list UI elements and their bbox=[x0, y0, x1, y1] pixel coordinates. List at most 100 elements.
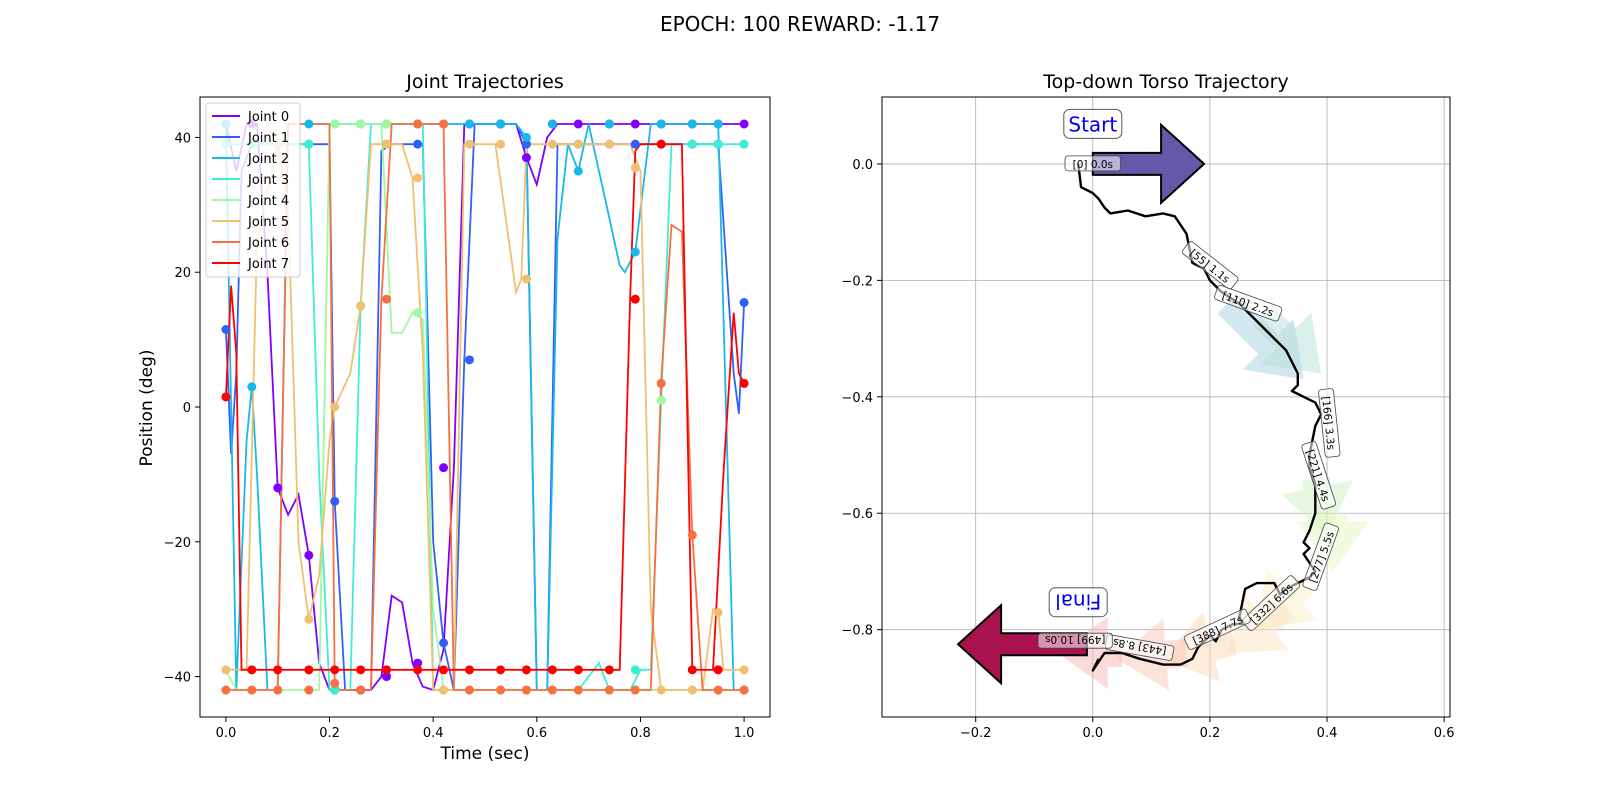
joint-5-marker bbox=[496, 139, 506, 149]
joint-5-marker bbox=[547, 139, 557, 149]
joint-7-marker bbox=[382, 665, 392, 675]
joint-0-marker bbox=[413, 658, 423, 668]
joint-chart-ylabel: Position (deg) bbox=[137, 350, 157, 467]
step-label-text: [166] 3.3s bbox=[1319, 396, 1337, 451]
joint-7-marker bbox=[221, 392, 231, 402]
joint-7-marker bbox=[273, 665, 283, 675]
joint-axis-ticks: 0.0 0.2 0.4 0.6 0.8 1.0 40 20 0 −20 −40 bbox=[164, 131, 755, 741]
joint-2-marker bbox=[304, 119, 314, 129]
joint-5-marker bbox=[604, 139, 614, 149]
joint-6-marker bbox=[413, 119, 423, 129]
heading-arrow bbox=[1227, 593, 1295, 653]
joint-6-marker bbox=[573, 685, 583, 695]
joint-2-marker bbox=[713, 119, 723, 129]
torso-plot-frame bbox=[881, 96, 1451, 718]
y-tick-label: 0.0 bbox=[852, 158, 873, 173]
joint-2-marker bbox=[573, 166, 583, 176]
y-tick-label: −0.8 bbox=[841, 624, 873, 639]
joint-3-marker bbox=[739, 139, 749, 149]
joint-6-marker bbox=[439, 119, 449, 129]
joint-5-marker bbox=[304, 614, 314, 624]
joint-2-marker bbox=[464, 119, 474, 129]
joint-1-marker bbox=[521, 139, 531, 149]
joint-6-marker bbox=[713, 685, 723, 695]
joint-2-marker bbox=[630, 247, 640, 257]
joint-2-marker bbox=[496, 119, 506, 129]
joint-0-marker bbox=[382, 672, 392, 682]
y-tick-label: −0.6 bbox=[841, 507, 873, 522]
joint-5-marker bbox=[382, 139, 392, 149]
joint-5-marker bbox=[221, 665, 231, 675]
x-tick-label: 0.2 bbox=[1200, 726, 1221, 741]
joint-0-marker bbox=[573, 119, 583, 129]
y-tick-label: −0.4 bbox=[841, 391, 873, 406]
joint-chart-xlabel: Time (sec) bbox=[440, 744, 530, 764]
joint-6-marker bbox=[221, 685, 231, 695]
joint-5-marker bbox=[573, 139, 583, 149]
joint-3-line bbox=[225, 123, 745, 691]
joint-5-marker bbox=[739, 665, 749, 675]
x-tick-label: 0.0 bbox=[216, 726, 237, 741]
legend-entry: Joint 0 bbox=[247, 110, 289, 125]
joint-4-line bbox=[225, 123, 745, 691]
joint-7-marker bbox=[573, 665, 583, 675]
y-tick-label: −40 bbox=[164, 671, 191, 686]
joint-6-marker bbox=[304, 685, 314, 695]
joint-7-marker bbox=[521, 665, 531, 675]
joint-0-line bbox=[225, 123, 745, 692]
joint-chart-title: Joint Trajectories bbox=[405, 71, 563, 93]
torso-chart-title: Top-down Torso Trajectory bbox=[1042, 71, 1288, 93]
joint-5-marker bbox=[439, 685, 449, 695]
joint-6-marker bbox=[521, 685, 531, 695]
start-label: Start bbox=[1063, 108, 1123, 139]
start-arrow bbox=[1091, 122, 1206, 206]
x-tick-label: 0.6 bbox=[526, 726, 547, 741]
joint-7-marker bbox=[330, 665, 340, 675]
joint-1-marker bbox=[221, 325, 231, 334]
joint-6-marker bbox=[547, 685, 557, 695]
torso-step-labels: [0] 0.0s[55] 1.1s[110] 2.2s[166] 3.3s[22… bbox=[1037, 155, 1341, 661]
joint-2-marker bbox=[687, 119, 697, 129]
joint-6-line bbox=[225, 123, 745, 691]
y-tick-label: 20 bbox=[174, 266, 191, 281]
y-tick-label: −0.2 bbox=[841, 274, 873, 289]
joint-5-line bbox=[225, 143, 745, 691]
x-tick-label: −0.2 bbox=[960, 726, 992, 741]
y-tick-label: −20 bbox=[164, 536, 191, 551]
joint-4-marker bbox=[656, 395, 666, 405]
joint-6-marker bbox=[356, 685, 366, 695]
joint-4-marker bbox=[356, 119, 366, 129]
joint-5-marker bbox=[521, 274, 531, 284]
joint-7-marker bbox=[413, 665, 423, 675]
joint-2-line bbox=[225, 123, 745, 691]
joint-3-marker bbox=[630, 665, 640, 675]
joint-3-marker bbox=[713, 139, 723, 149]
joint-7-line bbox=[225, 143, 745, 671]
joint-7-marker bbox=[356, 665, 366, 675]
heading-arrow bbox=[1252, 305, 1322, 374]
torso-trajectory-panel: Top-down Torso Trajectory [0] 0.0s[55] 1… bbox=[841, 71, 1454, 741]
heading-arrow bbox=[1281, 475, 1353, 537]
joint-0-marker bbox=[630, 119, 640, 129]
joint-3-marker bbox=[687, 139, 697, 149]
torso-text-boxes: Start Final bbox=[1048, 108, 1123, 618]
joint-6-marker bbox=[630, 685, 640, 695]
legend-entry: Joint 6 bbox=[247, 236, 289, 251]
joint-0-marker bbox=[521, 153, 531, 163]
joint-5-marker bbox=[464, 139, 474, 149]
figure-title: EPOCH: 100 REWARD: -1.17 bbox=[660, 12, 940, 36]
joint-1-marker bbox=[330, 496, 340, 506]
y-tick-label: 0 bbox=[183, 401, 191, 416]
joint-series-markers bbox=[221, 119, 749, 695]
joint-0-marker bbox=[304, 550, 314, 560]
joint-7-marker bbox=[547, 665, 557, 675]
joint-7-marker bbox=[604, 665, 614, 675]
joint-legend: Joint 0 Joint 1 Joint 2 Joint 3 Joint 4 Joint… bbox=[205, 102, 301, 278]
final-label-text: Final bbox=[1055, 590, 1101, 614]
torso-start-final-arrows bbox=[956, 122, 1206, 686]
joint-6-marker bbox=[464, 685, 474, 695]
joint-7-marker bbox=[496, 665, 506, 675]
joint-1-line bbox=[225, 123, 745, 691]
joint-0-marker bbox=[273, 483, 283, 493]
